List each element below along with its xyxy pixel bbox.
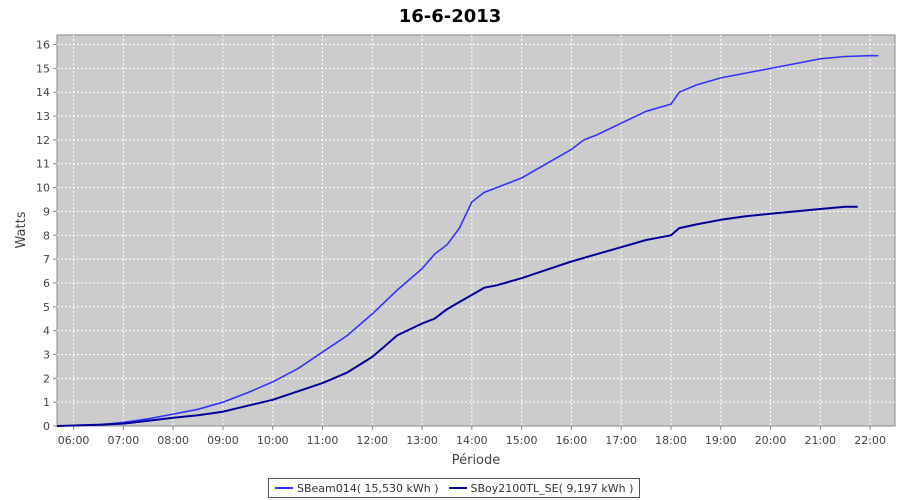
x-tick-label: 16:00 [556,434,588,447]
x-tick-label: 10:00 [257,434,289,447]
series-line-1 [56,54,879,427]
y-tick-label: 5 [43,301,50,314]
y-tick-label: 3 [43,348,50,361]
y-tick-label: 13 [36,110,50,123]
y-tick-label: 7 [43,253,50,266]
legend-label-series-2: SBoy2100TL_SE( 9,197 kWh ) [470,481,634,495]
grid-lines [57,35,895,426]
x-tick-label: 17:00 [605,434,637,447]
legend-item-series-1: SBeam014( 15,530 kWh ) [275,482,439,495]
y-tick-label: 9 [43,205,50,218]
legend-label-series-1: SBeam014( 15,530 kWh ) [297,481,439,495]
legend-swatch-series-2 [448,487,467,489]
series-line-2 [56,205,858,427]
y-tick-label: 14 [36,86,50,99]
x-tick-label: 06:00 [58,434,90,447]
y-tick-label: 11 [36,158,50,171]
x-tick-label: 18:00 [655,434,687,447]
y-tick-label: 12 [36,134,50,147]
x-tick-label: 11:00 [307,434,339,447]
x-tick-label: 19:00 [705,434,737,447]
x-axis-title: Période [452,453,501,468]
y-tick-label: 15 [36,62,50,75]
y-axis-title: Watts [14,211,29,248]
series-lines [56,54,879,427]
x-tick-label: 07:00 [108,434,140,447]
x-tick-label: 09:00 [207,434,239,447]
x-tick-label: 22:00 [854,434,886,447]
x-tick-label: 12:00 [356,434,388,447]
x-tick-label: 14:00 [456,434,488,447]
x-tick-label: 13:00 [406,434,438,447]
x-tick-label: 20:00 [755,434,787,447]
y-tick-label: 0 [43,420,50,433]
y-tick-label: 16 [36,39,50,52]
y-tick-label: 10 [36,182,50,195]
y-tick-label: 2 [43,372,50,385]
chart-title: 16-6-2013 [399,6,502,27]
x-tick-label: 15:00 [506,434,538,447]
y-tick-label: 1 [43,396,50,409]
x-tick-label: 21:00 [804,434,836,447]
y-tick-label: 4 [43,325,50,338]
y-tick-label: 6 [43,277,50,290]
legend-swatch-series-1 [275,487,293,489]
x-tick-label: 08:00 [157,434,189,447]
legend-item-series-2: SBoy2100TL_SE( 9,197 kWh ) [448,481,634,495]
legend: SBeam014( 15,530 kWh ) SBoy2100TL_SE( 9,… [268,478,641,498]
y-tick-label: 8 [43,229,50,242]
plot-area [56,34,896,427]
